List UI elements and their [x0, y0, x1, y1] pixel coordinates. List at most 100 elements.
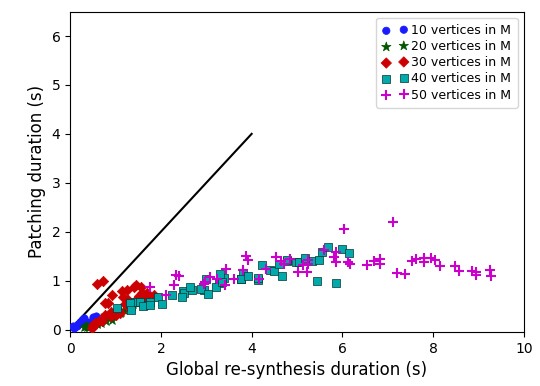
20 vertices in M [96, 320, 105, 326]
50 vertices in M [450, 263, 459, 269]
50 vertices in M [162, 291, 171, 298]
40 vertices in M [180, 290, 188, 296]
40 vertices in M [292, 259, 300, 265]
40 vertices in M [212, 284, 220, 291]
30 vertices in M [98, 278, 107, 284]
50 vertices in M [206, 274, 214, 280]
50 vertices in M [332, 249, 341, 255]
40 vertices in M [269, 268, 278, 274]
50 vertices in M [276, 258, 285, 264]
50 vertices in M [230, 276, 239, 282]
10 vertices in M [84, 323, 92, 329]
50 vertices in M [420, 259, 429, 265]
50 vertices in M [431, 257, 440, 263]
40 vertices in M [314, 257, 323, 263]
50 vertices in M [471, 269, 480, 275]
20 vertices in M [134, 299, 143, 305]
10 vertices in M [78, 317, 86, 323]
40 vertices in M [139, 303, 147, 309]
40 vertices in M [188, 287, 197, 293]
50 vertices in M [279, 261, 288, 267]
20 vertices in M [116, 310, 125, 316]
30 vertices in M [143, 290, 152, 296]
50 vertices in M [344, 259, 353, 265]
40 vertices in M [283, 258, 292, 264]
30 vertices in M [118, 288, 127, 295]
30 vertices in M [92, 281, 101, 287]
40 vertices in M [219, 275, 228, 281]
30 vertices in M [137, 290, 146, 296]
50 vertices in M [170, 282, 178, 288]
20 vertices in M [85, 323, 93, 330]
40 vertices in M [139, 302, 148, 308]
30 vertices in M [119, 295, 127, 301]
30 vertices in M [150, 292, 158, 298]
20 vertices in M [129, 301, 138, 307]
50 vertices in M [221, 282, 230, 288]
20 vertices in M [119, 307, 128, 313]
50 vertices in M [261, 266, 270, 272]
50 vertices in M [331, 259, 340, 265]
10 vertices in M [92, 313, 100, 319]
40 vertices in M [215, 271, 224, 278]
40 vertices in M [258, 261, 266, 267]
30 vertices in M [124, 304, 132, 310]
50 vertices in M [298, 262, 307, 268]
10 vertices in M [70, 324, 79, 330]
40 vertices in M [204, 291, 213, 297]
40 vertices in M [197, 286, 205, 292]
50 vertices in M [241, 253, 250, 259]
10 vertices in M [94, 318, 103, 324]
30 vertices in M [124, 303, 133, 310]
10 vertices in M [69, 324, 78, 330]
50 vertices in M [376, 256, 384, 262]
50 vertices in M [244, 257, 252, 263]
40 vertices in M [253, 275, 262, 281]
10 vertices in M [92, 315, 100, 321]
30 vertices in M [130, 284, 139, 290]
40 vertices in M [218, 279, 226, 285]
50 vertices in M [272, 254, 280, 260]
50 vertices in M [436, 263, 444, 269]
30 vertices in M [100, 300, 109, 306]
50 vertices in M [370, 258, 379, 264]
30 vertices in M [125, 303, 133, 310]
30 vertices in M [107, 309, 116, 315]
20 vertices in M [101, 312, 110, 318]
50 vertices in M [213, 276, 221, 282]
40 vertices in M [202, 276, 211, 282]
50 vertices in M [485, 267, 494, 274]
20 vertices in M [82, 322, 91, 328]
50 vertices in M [286, 256, 294, 262]
10 vertices in M [87, 320, 96, 326]
40 vertices in M [237, 276, 245, 282]
30 vertices in M [143, 293, 152, 300]
10 vertices in M [74, 321, 83, 327]
50 vertices in M [346, 261, 355, 267]
10 vertices in M [76, 319, 85, 325]
10 vertices in M [84, 320, 92, 326]
50 vertices in M [304, 257, 313, 263]
30 vertices in M [101, 312, 110, 318]
10 vertices in M [75, 320, 83, 327]
50 vertices in M [468, 268, 477, 274]
20 vertices in M [127, 303, 136, 309]
30 vertices in M [130, 299, 139, 305]
20 vertices in M [102, 318, 110, 324]
10 vertices in M [83, 321, 91, 327]
30 vertices in M [124, 296, 132, 303]
20 vertices in M [116, 309, 125, 315]
30 vertices in M [132, 281, 140, 288]
50 vertices in M [401, 271, 409, 277]
30 vertices in M [116, 310, 124, 317]
50 vertices in M [411, 256, 420, 262]
50 vertices in M [200, 279, 209, 285]
40 vertices in M [136, 299, 144, 305]
10 vertices in M [89, 316, 97, 322]
40 vertices in M [244, 273, 252, 279]
50 vertices in M [376, 261, 384, 267]
20 vertices in M [107, 312, 116, 318]
10 vertices in M [83, 319, 91, 325]
20 vertices in M [90, 321, 99, 327]
10 vertices in M [78, 318, 86, 325]
